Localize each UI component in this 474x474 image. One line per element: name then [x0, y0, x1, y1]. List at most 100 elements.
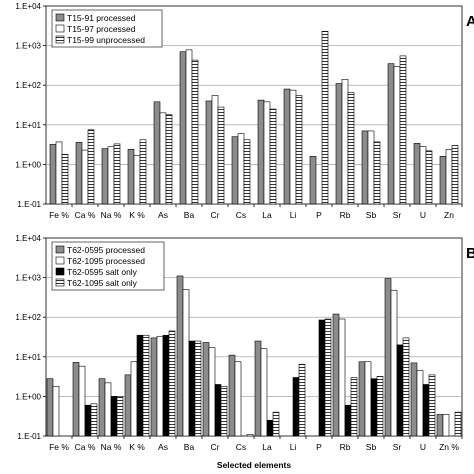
bar-li-series-3	[292, 377, 300, 437]
x-category-label: Ca %	[75, 442, 96, 452]
bar-u-series-1	[410, 362, 418, 437]
legend-entry: T62-1095 salt only	[67, 278, 138, 288]
x-category-label: Na %	[101, 442, 122, 452]
x-category-label: U	[420, 210, 426, 220]
x-category-label: Fe %	[49, 210, 69, 220]
bar-u-series-2	[416, 370, 424, 437]
bar-as-series-4	[168, 330, 176, 437]
bar-sb-series-1	[361, 130, 369, 205]
y-tick-label: 1.E+04	[15, 234, 41, 243]
x-category-label: As	[158, 442, 168, 452]
y-tick-label: 1.E+02	[15, 81, 41, 90]
bar-la-series-1	[257, 99, 265, 205]
bar-k-series-3	[139, 139, 147, 205]
bar-na-series-1	[101, 148, 109, 205]
bar-cs-series-2	[234, 361, 242, 437]
bar-cr-series-3	[217, 106, 225, 205]
bar-as-series-2	[156, 335, 164, 437]
bar-cr-series-2	[208, 347, 216, 437]
bar-fe-series-1	[46, 378, 54, 437]
bar-ca-series-4	[90, 403, 98, 437]
x-category-label: Cs	[236, 442, 246, 452]
bar-rb-series-1	[335, 83, 343, 205]
bar-rb-series-3	[347, 92, 355, 205]
bar-cs-series-1	[231, 136, 239, 205]
bar-k-series-4	[142, 334, 150, 437]
bar-ba-series-2	[182, 289, 190, 437]
bar-rb-series-3	[344, 404, 352, 437]
bar-cr-series-4	[220, 385, 228, 437]
bar-ca-series-3	[84, 404, 92, 437]
bar-sb-series-2	[367, 130, 375, 205]
x-category-label: As	[158, 210, 168, 220]
legend-entry: T62-1095 processed	[67, 256, 145, 266]
legend-swatch	[55, 278, 65, 287]
bar-ca-series-3	[87, 129, 95, 205]
legend-box	[51, 9, 163, 48]
x-category-label: Sr	[393, 442, 402, 452]
bar-rb-series-2	[341, 79, 349, 205]
bar-fe-series-2	[52, 385, 60, 437]
bar-cs-series-4	[246, 434, 254, 437]
legend-entry: T62-0595 salt only	[67, 267, 138, 277]
bar-li-series-1	[283, 88, 291, 205]
bar-cs-series-1	[228, 354, 236, 437]
y-tick-label: 1.E-01	[17, 432, 41, 441]
x-category-label: Cr	[211, 210, 220, 220]
bar-cr-series-3	[214, 384, 222, 437]
legend-swatch	[55, 35, 65, 44]
x-category-label: Ca %	[75, 210, 96, 220]
y-tick-label: 1.E+04	[15, 2, 41, 11]
legend-box	[51, 241, 165, 291]
bar-zn-series-1	[439, 156, 447, 205]
bar-li-series-4	[298, 363, 306, 437]
x-category-label: La	[262, 210, 272, 220]
bar-zn-series-2	[442, 414, 450, 437]
x-category-label: Rb	[340, 442, 351, 452]
bar-ba-series-3	[188, 340, 196, 437]
bar-zn-series-1	[436, 414, 444, 437]
bar-as-series-1	[150, 337, 158, 437]
bar-sr-series-2	[390, 289, 398, 437]
bar-zn-series-3	[451, 145, 459, 205]
bar-fe-series-3	[61, 153, 69, 205]
bar-na-series-3	[113, 143, 121, 205]
bar-cs-series-2	[237, 133, 245, 205]
x-category-label: Zn %	[439, 442, 459, 452]
bar-na-series-4	[116, 396, 124, 437]
bar-na-series-2	[107, 146, 115, 205]
bar-li-series-2	[289, 89, 297, 205]
bar-ba-series-3	[191, 59, 199, 205]
bar-fe-series-2	[55, 141, 63, 205]
bar-k-series-1	[127, 149, 135, 205]
panel-b: 1.E-01 1.E+00 1.E+01 1.E+02 1.E+03 1.E+04 Fe %…	[15, 234, 474, 470]
bar-p-series-3	[321, 30, 329, 205]
bar-sr-series-3	[396, 344, 404, 437]
bar-sr-series-1	[384, 278, 392, 437]
bar-ca-series-2	[81, 149, 89, 205]
x-category-label: P	[316, 210, 322, 220]
x-category-label: Sb	[366, 210, 377, 220]
bar-as-series-1	[153, 101, 161, 205]
bar-la-series-1	[254, 340, 262, 437]
bar-la-series-3	[269, 108, 277, 205]
x-category-label: La	[262, 442, 272, 452]
bar-sb-series-3	[370, 378, 378, 437]
x-category-label: Li	[290, 442, 297, 452]
x-category-label: Ba	[184, 210, 195, 220]
bar-rb-series-1	[332, 313, 340, 437]
x-category-label: U	[420, 442, 426, 452]
bar-la-series-2	[260, 348, 268, 437]
bar-as-series-3	[165, 114, 173, 205]
legend-swatch	[55, 245, 65, 254]
bar-zn-series-4	[454, 411, 462, 437]
bar-u-series-1	[413, 143, 421, 205]
y-tick-label: 1.E+02	[15, 313, 41, 322]
x-category-label: Cr	[211, 442, 220, 452]
x-category-label: K %	[129, 442, 145, 452]
bar-cs-series-3	[243, 139, 251, 205]
bar-cr-series-1	[205, 100, 213, 205]
bar-fe-series-1	[49, 144, 57, 205]
